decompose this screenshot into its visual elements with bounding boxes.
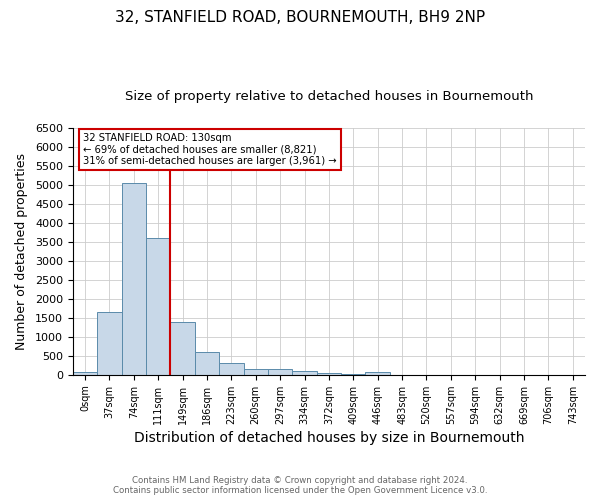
- X-axis label: Distribution of detached houses by size in Bournemouth: Distribution of detached houses by size …: [134, 431, 524, 445]
- Text: 32 STANFIELD ROAD: 130sqm
← 69% of detached houses are smaller (8,821)
31% of se: 32 STANFIELD ROAD: 130sqm ← 69% of detac…: [83, 132, 337, 166]
- Bar: [170, 322, 195, 375]
- Bar: [97, 312, 122, 375]
- Bar: [244, 369, 268, 375]
- Bar: [317, 372, 341, 375]
- Bar: [268, 369, 292, 375]
- Title: Size of property relative to detached houses in Bournemouth: Size of property relative to detached ho…: [125, 90, 533, 103]
- Bar: [146, 238, 170, 375]
- Bar: [122, 183, 146, 375]
- Y-axis label: Number of detached properties: Number of detached properties: [15, 153, 28, 350]
- Bar: [341, 374, 365, 375]
- Bar: [365, 372, 390, 375]
- Text: Contains HM Land Registry data © Crown copyright and database right 2024.
Contai: Contains HM Land Registry data © Crown c…: [113, 476, 487, 495]
- Bar: [219, 364, 244, 375]
- Text: 32, STANFIELD ROAD, BOURNEMOUTH, BH9 2NP: 32, STANFIELD ROAD, BOURNEMOUTH, BH9 2NP: [115, 10, 485, 25]
- Bar: [73, 372, 97, 375]
- Bar: [195, 352, 219, 375]
- Bar: [292, 371, 317, 375]
